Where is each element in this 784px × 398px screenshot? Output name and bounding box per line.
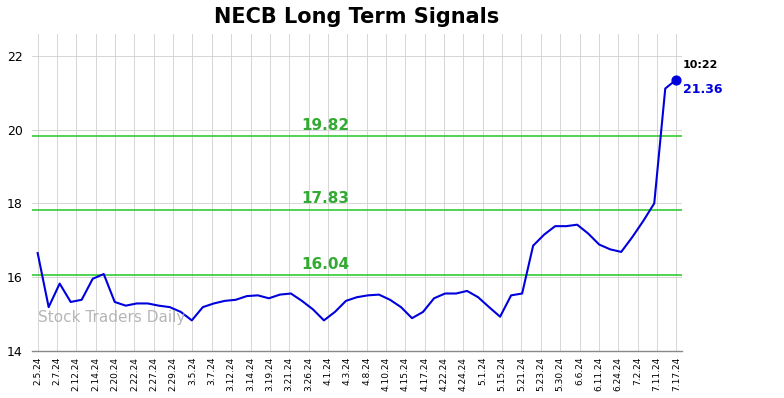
Text: 16.04: 16.04	[301, 257, 349, 272]
Text: 21.36: 21.36	[683, 83, 722, 96]
Title: NECB Long Term Signals: NECB Long Term Signals	[214, 7, 499, 27]
Text: 17.83: 17.83	[301, 191, 349, 206]
Point	[670, 76, 683, 83]
Text: 10:22: 10:22	[683, 60, 718, 70]
Text: Stock Traders Daily: Stock Traders Daily	[38, 310, 186, 325]
Text: 19.82: 19.82	[301, 118, 349, 133]
